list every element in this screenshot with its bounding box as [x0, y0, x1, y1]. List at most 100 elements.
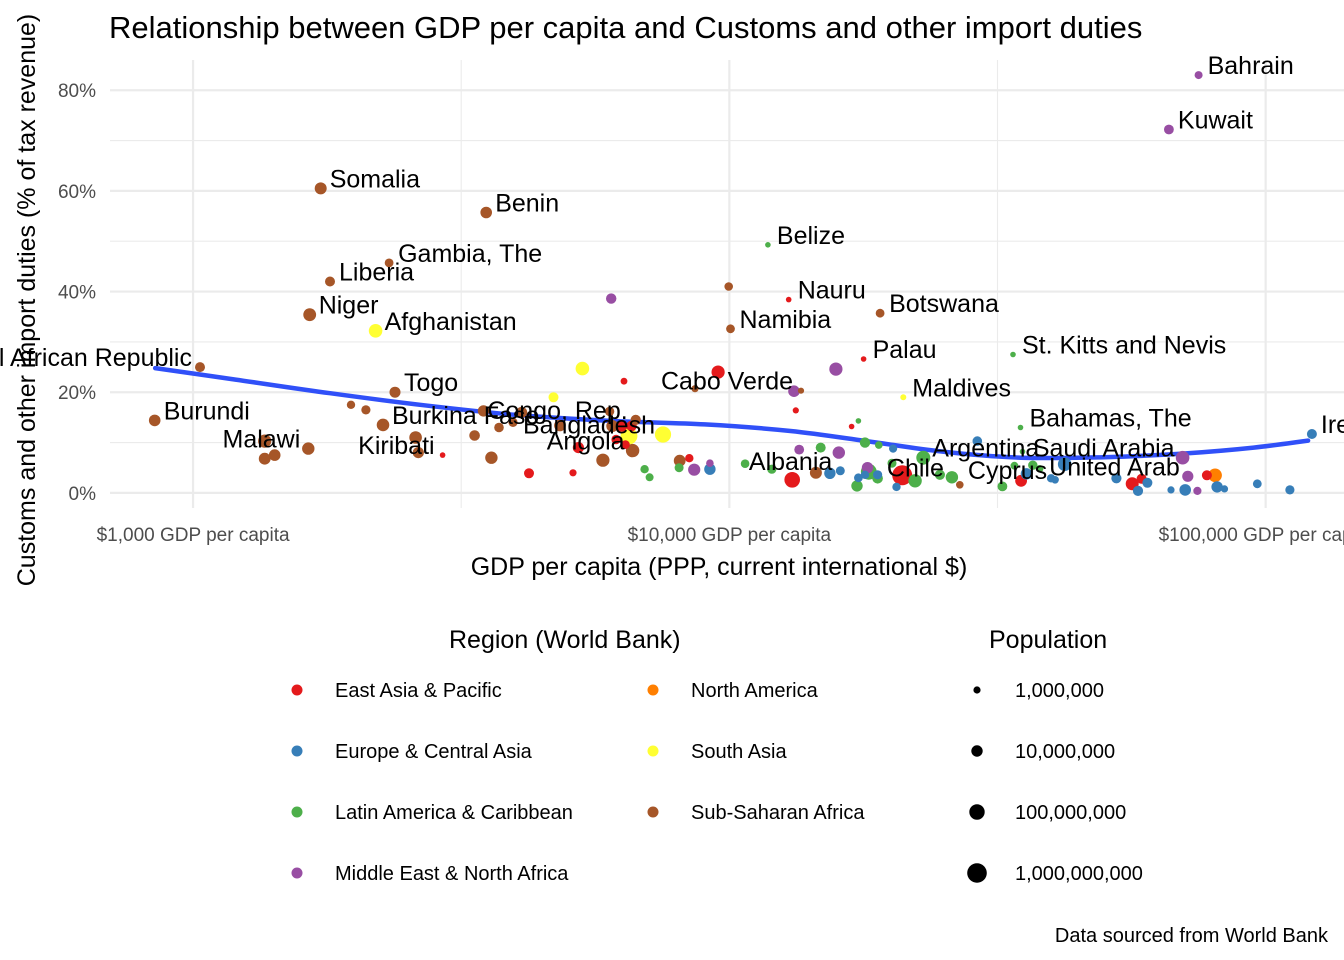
data-point [829, 362, 843, 376]
data-point [797, 387, 805, 394]
data-point [1285, 485, 1295, 495]
data-point [258, 452, 271, 465]
legend-size-swatch [969, 804, 985, 820]
data-point [409, 431, 422, 444]
data-point [794, 444, 805, 455]
data-point [1306, 429, 1317, 439]
data-point [1208, 468, 1222, 483]
country-label: Burundi [164, 397, 250, 425]
data-point [508, 417, 518, 427]
country-label: United Arab [1049, 453, 1180, 481]
data-point [934, 469, 946, 480]
data-point [548, 392, 559, 403]
data-point [412, 447, 424, 459]
data-point [524, 468, 534, 479]
country-label: Somalia [330, 165, 420, 193]
y-axis-title: Customs and other import duties (% of ta… [13, 14, 41, 587]
data-point [485, 451, 498, 464]
country-label: Malawi [223, 426, 301, 454]
data-point [1019, 448, 1026, 455]
legend-size-swatch [967, 863, 987, 883]
data-point [873, 470, 883, 480]
x-tick-label: $100,000 GDP per capita [1159, 525, 1344, 546]
data-point [685, 454, 694, 463]
country-label: Cabo Verde [661, 368, 793, 396]
data-point [596, 453, 610, 467]
trend-line [152, 365, 1311, 461]
data-point [346, 400, 356, 409]
legend-population-label: 1,000,000,000 [1015, 863, 1143, 885]
x-tick-label: $1,000 GDP per capita [97, 525, 290, 546]
data-point [620, 377, 628, 385]
y-tick-label: 60% [58, 182, 96, 203]
data-point [704, 463, 716, 475]
country-label: Kiribati [358, 432, 434, 460]
data-point [469, 430, 480, 441]
legend-population-label: 100,000,000 [1015, 802, 1126, 824]
data-point [376, 418, 390, 432]
data-point [303, 308, 317, 322]
country-label: Chile [887, 454, 944, 482]
legend-color-swatch [647, 806, 659, 818]
data-point [945, 471, 959, 484]
data-point [314, 182, 327, 195]
data-point [855, 418, 862, 424]
country-label: Kuwait [1178, 107, 1253, 135]
data-point [997, 481, 1008, 492]
legend-color-swatch [291, 867, 303, 879]
country-label: Congo, Rep. [487, 397, 627, 425]
data-point [640, 465, 649, 474]
data-point [606, 420, 619, 432]
legend-color-swatch [647, 684, 659, 696]
data-point [616, 420, 628, 432]
x-tick-label: $10,000 GDP per capita [628, 525, 832, 546]
data-point [835, 466, 845, 476]
data-point [477, 405, 490, 417]
legend-color-swatch [291, 745, 303, 757]
data-point [575, 361, 590, 376]
data-point [1201, 470, 1212, 481]
data-point [875, 441, 883, 449]
data-point [908, 474, 922, 488]
data-point [861, 462, 874, 474]
data-point [1036, 465, 1044, 473]
data-point [875, 308, 885, 318]
data-point [611, 434, 621, 445]
data-point [368, 324, 383, 338]
data-point [673, 454, 686, 467]
country-label: Namibia [740, 306, 832, 334]
country-label: Benin [495, 190, 559, 218]
data-point [1051, 476, 1059, 484]
label-layer: Bahrain Kuwait Somalia Benin Belize Gambia, T… [0, 52, 1344, 485]
data-point [900, 394, 907, 401]
data-point [361, 405, 371, 415]
country-label: Burkina Faso [392, 402, 539, 430]
chart-title: Relationship between GDP per capita and … [109, 10, 1142, 45]
legend-color-swatch [291, 684, 303, 696]
data-point [258, 434, 272, 448]
data-point [792, 407, 799, 414]
data-point [860, 356, 867, 362]
y-tick-label: 20% [58, 383, 96, 404]
country-label: Central African Republic [0, 344, 192, 372]
country-label: St. Kitts and Nevis [1022, 332, 1226, 360]
legend-region-label: Sub-Saharan Africa [691, 802, 865, 824]
country-label: Bahrain [1208, 52, 1294, 80]
data-point [892, 482, 901, 492]
data-point [1175, 450, 1190, 465]
point-layer [148, 71, 1317, 496]
y-tick-label: 80% [58, 81, 96, 102]
data-point [674, 463, 684, 473]
legend-region-label: South Asia [691, 741, 788, 763]
legend-population-label: 1,000,000 [1015, 680, 1104, 702]
data-point [569, 469, 577, 477]
data-point [268, 449, 281, 461]
country-label: Bahamas, The [1030, 405, 1192, 433]
data-point [1017, 424, 1024, 431]
data-point [815, 442, 826, 453]
data-point [788, 385, 800, 398]
data-point [851, 480, 863, 492]
chart-caption: Data sourced from World Bank [1055, 925, 1329, 947]
country-label: Maldives [912, 374, 1011, 402]
legend-size-swatch [971, 745, 983, 757]
